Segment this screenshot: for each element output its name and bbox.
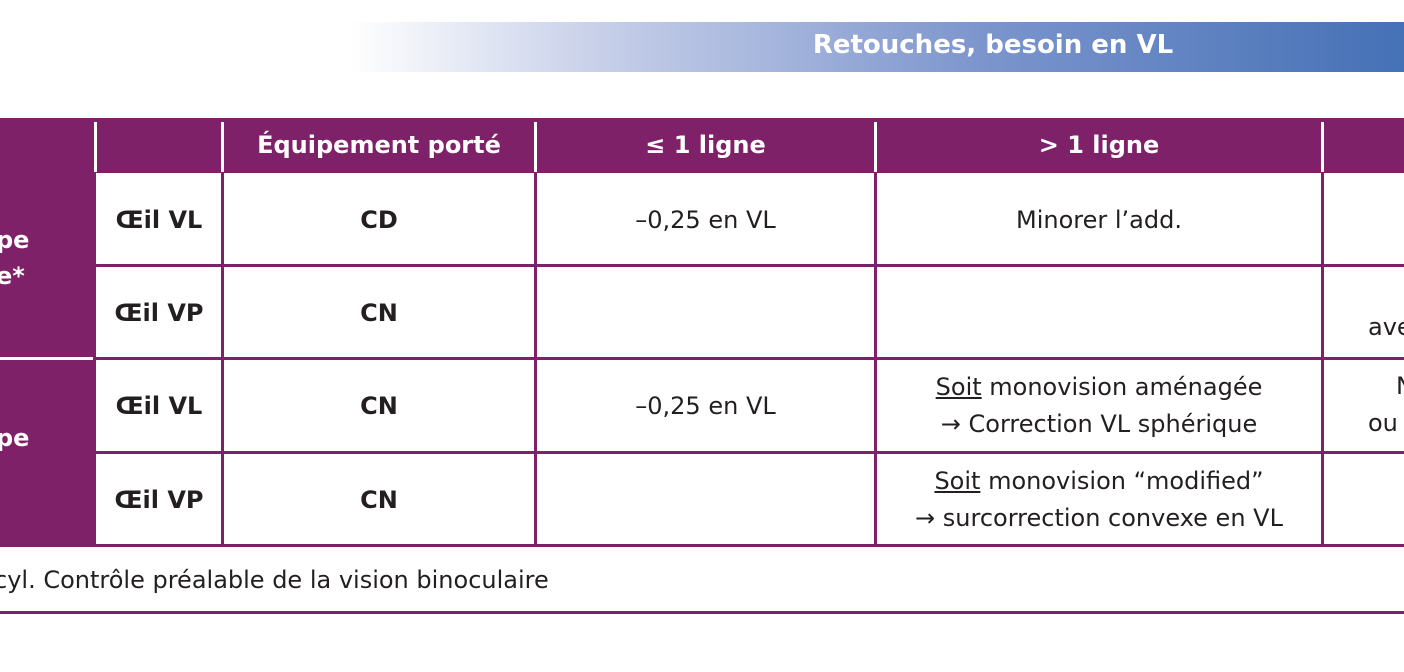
cropped-text: ou [1368,409,1398,437]
cell-line: Minorer l’add. [1016,202,1182,239]
underlined-word: Soit [934,467,981,495]
group-label: e* [0,262,25,290]
header-sep [1321,122,1324,172]
group-label: pe [0,226,30,254]
row-line [96,357,1404,360]
cell-line: Soit monovision “modified” [934,463,1263,500]
cropped-text: N [1396,372,1404,400]
banner-title: Retouches, besoin en VL [812,30,1174,60]
eye-cell: Œil VL [115,391,203,420]
value-cell: –0,25 en VL [635,205,776,234]
cropped-text: ave [1368,313,1404,341]
bottom-line [0,611,1404,614]
equipment-cell: CN [360,485,398,514]
group-bg [0,118,96,547]
row-line [0,544,1404,547]
underlined-word: Soit [935,373,982,401]
group-separator [0,357,93,360]
equipment-cell: CD [360,205,398,234]
eye-cell: Œil VL [115,205,203,234]
header-cell: ≤ 1 ligne [645,131,766,159]
row-line [96,451,1404,454]
cell-line: → surcorrection convexe en VL [915,504,1283,532]
value-cell: Soit monovision “modified” → surcorrectio… [877,455,1321,545]
header-sep [221,122,224,172]
header-sep [534,122,537,172]
header-cell: > 1 ligne [1038,131,1160,159]
equipment-cell: CN [360,298,398,327]
cell-line: Soit monovision aménagée [936,369,1263,406]
header-cell: Équipement porté [257,131,501,159]
eye-cell: Œil VP [114,485,204,514]
value-cell: –0,25 en VL [635,391,776,420]
value-cell: Soit monovision aménagée → Correction VL … [877,361,1321,451]
header-sep [874,122,877,172]
equipment-cell: CN [360,391,398,420]
banner: Retouches, besoin en VL [350,22,1404,72]
cell-text: monovision “modified” [980,467,1264,495]
footnote: cyl. Contrôle préalable de la vision bin… [0,566,549,594]
header-bg [0,118,1404,173]
cell-line: → Correction VL sphérique [940,410,1258,438]
header-sep [94,122,97,172]
group-label: pe [0,424,30,452]
value-cell: Minorer l’add. [877,175,1321,265]
eye-cell: Œil VP [114,298,204,327]
cell-text: Minorer l’add. [1016,205,1182,234]
cell-text: monovision aménagée [981,373,1263,401]
row-line [96,264,1404,267]
